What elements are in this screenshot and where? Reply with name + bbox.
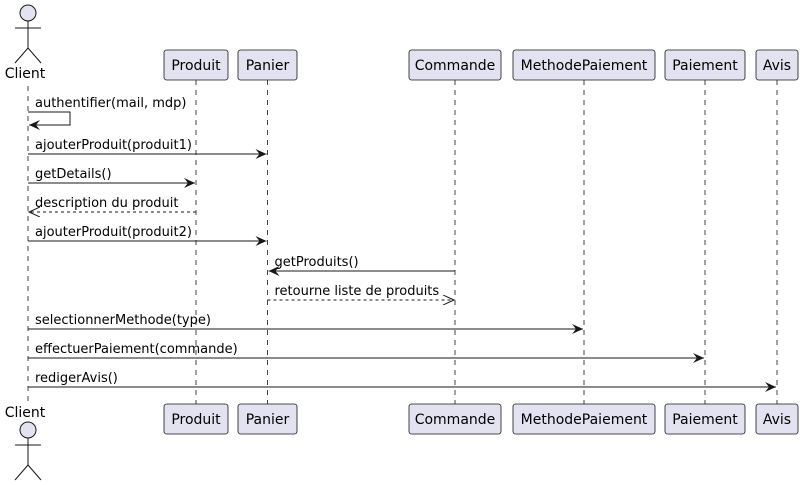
- message-effectuerpaiement-commande: effectuerPaiement(commande): [28, 342, 704, 363]
- participant-box: [237, 403, 298, 435]
- participant-label: Avis: [763, 412, 791, 428]
- message-authentifier-mail-mdp: authentifier(mail, mdp): [28, 96, 186, 130]
- actor-body-icon: [14, 438, 42, 481]
- actor-label: Client: [5, 405, 46, 421]
- message-selectionnermethode-type: selectionnerMethode(type): [28, 313, 583, 334]
- participant-label: Paiement: [672, 412, 738, 428]
- participant-box: [512, 49, 656, 81]
- actor-client-top: Client: [5, 4, 46, 82]
- participant-avis-bottom: Avis: [755, 403, 799, 435]
- actor-body-icon: [14, 21, 42, 64]
- participant-box: [755, 403, 799, 435]
- actor-head-icon: [19, 421, 37, 439]
- participant-commande-top: Commande: [408, 49, 502, 81]
- participant-methodepaiement-bottom: MethodePaiement: [512, 403, 656, 435]
- participant-box: [408, 403, 502, 435]
- participant-avis-top: Avis: [755, 49, 799, 81]
- participant-label: Panier: [246, 412, 290, 428]
- message-arrow: [28, 111, 71, 130]
- message-label: selectionnerMethode(type): [35, 313, 211, 328]
- participant-box: [512, 403, 656, 435]
- participant-label: Avis: [763, 58, 791, 74]
- actor-client-bottom: Client: [5, 405, 46, 481]
- participant-produit-top: Produit: [163, 49, 229, 81]
- participant-box: [664, 49, 746, 81]
- participant-label: Produit: [171, 412, 221, 428]
- participant-box: [408, 49, 502, 81]
- message-label: authentifier(mail, mdp): [35, 96, 186, 111]
- message-label: retourne liste de produits: [275, 284, 440, 299]
- message-label: effectuerPaiement(commande): [35, 342, 238, 357]
- lifelines: [27, 80, 778, 406]
- message-retourne-liste-de-produits: retourne liste de produits: [267, 284, 455, 300]
- message-label: redigerAvis(): [35, 371, 118, 386]
- participant-box: [664, 403, 746, 435]
- participant-panier-bottom: Panier: [237, 403, 298, 435]
- participant-box: [163, 49, 229, 81]
- participant-boxes: Produit Produit Panier Panier Commande Comman…: [163, 49, 799, 435]
- participant-label: MethodePaiement: [521, 58, 648, 74]
- message-label: ajouterProduit(produit2): [35, 225, 192, 240]
- participant-box: [237, 49, 298, 81]
- actors: Client Client: [5, 4, 46, 481]
- message-label: description du produit: [35, 196, 179, 211]
- message-description-du-produit: description du produit: [29, 196, 196, 212]
- message-ajouterproduit-produit1: ajouterProduit(produit1): [28, 138, 267, 159]
- participant-label: Commande: [415, 412, 496, 428]
- participant-panier-top: Panier: [237, 49, 298, 81]
- message-ajouterproduit-produit2: ajouterProduit(produit2): [28, 225, 267, 246]
- participant-produit-bottom: Produit: [163, 403, 229, 435]
- message-getdetails: getDetails(): [28, 167, 195, 188]
- participant-label: Commande: [415, 58, 496, 74]
- message-label: getDetails(): [35, 167, 112, 182]
- actor-head-icon: [19, 4, 37, 22]
- participant-commande-bottom: Commande: [408, 403, 502, 435]
- participant-label: Paiement: [672, 58, 738, 74]
- participant-box: [163, 403, 229, 435]
- message-getproduits: getProduits(): [268, 255, 455, 276]
- actor-label: Client: [5, 66, 46, 82]
- message-label: getProduits(): [275, 255, 359, 270]
- participant-methodepaiement-top: MethodePaiement: [512, 49, 656, 81]
- participant-paiement-bottom: Paiement: [664, 403, 746, 435]
- message-label: ajouterProduit(produit1): [35, 138, 192, 153]
- participant-box: [755, 49, 799, 81]
- messages: authentifier(mail, mdp) ajouterProduit(pr…: [28, 96, 776, 392]
- message-redigeravis: redigerAvis(): [28, 371, 776, 392]
- participant-label: Panier: [246, 58, 290, 74]
- participant-label: Produit: [171, 58, 221, 74]
- participant-label: MethodePaiement: [521, 412, 648, 428]
- participant-paiement-top: Paiement: [664, 49, 746, 81]
